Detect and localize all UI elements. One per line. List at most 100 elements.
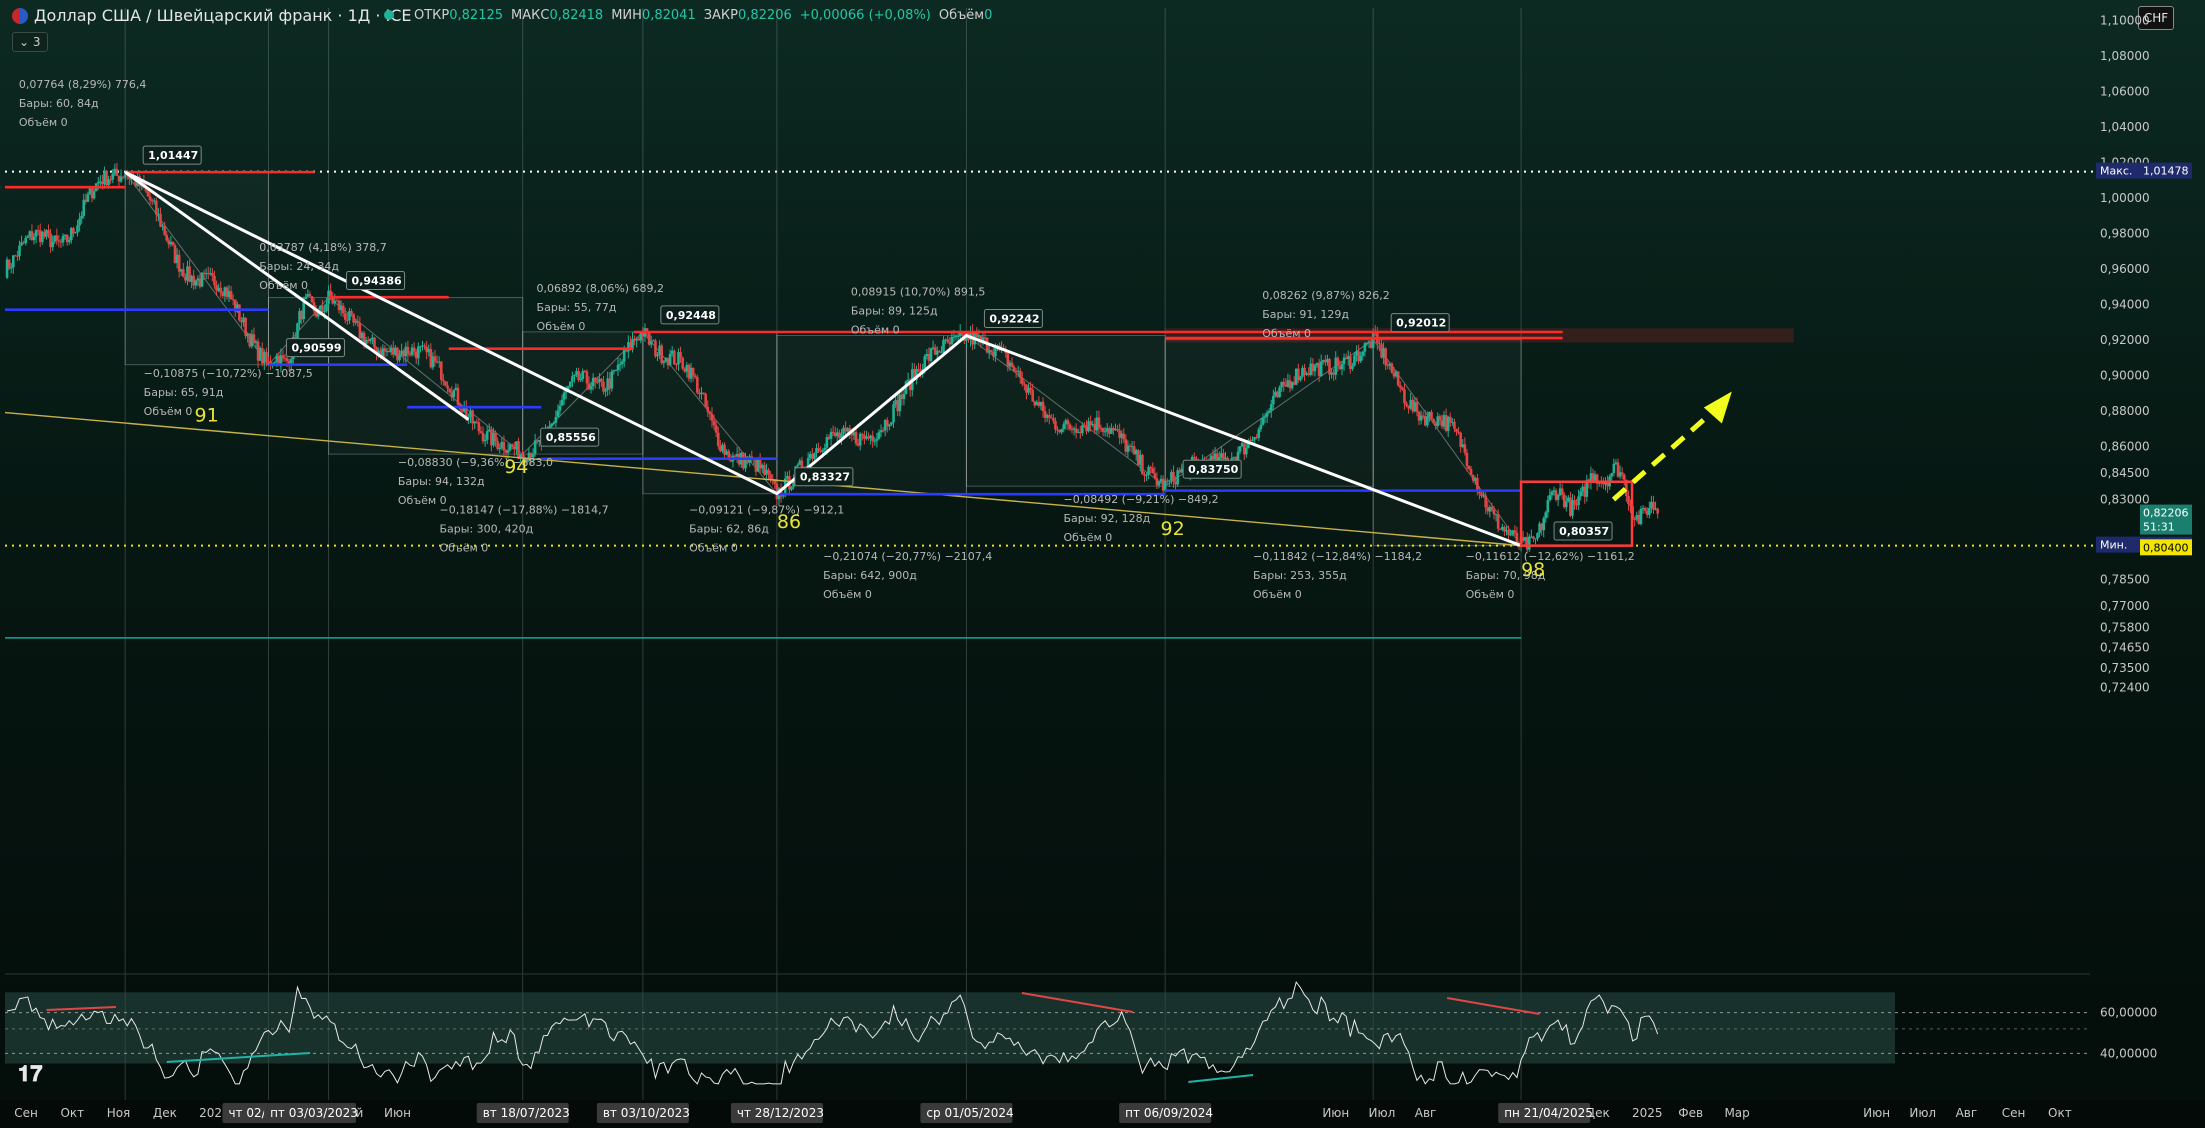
candle-body xyxy=(923,356,927,369)
candle-body xyxy=(510,444,514,447)
candle-body xyxy=(423,345,426,347)
candle-body xyxy=(577,371,580,381)
candle-body xyxy=(1467,466,1471,470)
candle-body xyxy=(1157,481,1161,486)
ohlc-key: МАКС xyxy=(511,8,550,23)
collapse-indicators-button[interactable]: ⌄ 3 xyxy=(12,32,48,52)
candle-body xyxy=(450,392,454,398)
candle-body xyxy=(1033,401,1037,406)
candle-body xyxy=(1614,462,1618,464)
candle-body xyxy=(269,361,272,365)
candle-body xyxy=(811,453,814,459)
candle-body xyxy=(744,457,747,469)
candle-body xyxy=(281,355,285,359)
candle-body xyxy=(1050,417,1053,419)
candle-body xyxy=(1031,389,1034,402)
candle-body xyxy=(977,335,981,338)
candle-body xyxy=(856,443,860,446)
candle-body xyxy=(573,374,576,377)
candle-body xyxy=(1124,439,1128,452)
y-axis-tick-label: 1,08000 xyxy=(2100,49,2150,63)
candle-body xyxy=(1465,452,1469,467)
candle-body xyxy=(429,348,433,368)
candle-body xyxy=(917,368,920,370)
candle-body xyxy=(254,341,258,343)
candle-body xyxy=(1461,444,1465,447)
symbol-title[interactable]: Доллар США / Швейцарский франк · 1Д · IC… xyxy=(34,6,412,25)
candle-body xyxy=(1498,528,1502,530)
candle-body xyxy=(773,479,777,484)
candle-body xyxy=(668,353,672,366)
measure-annotation-text: Бары: 60, 84д xyxy=(19,97,99,110)
candle-body xyxy=(527,452,531,461)
price-tag-box xyxy=(2140,162,2192,179)
y-axis-tick-label: 0,90000 xyxy=(2100,368,2150,382)
candle-body xyxy=(173,245,177,264)
candle-body xyxy=(57,240,61,242)
rsi-divergence-line xyxy=(166,1052,311,1063)
candle-body xyxy=(1265,412,1269,417)
date-badge-box xyxy=(264,1103,357,1123)
candle-body xyxy=(716,432,720,447)
candle-body xyxy=(1282,381,1286,386)
candle-body xyxy=(190,275,193,282)
y-axis-tick-label: 0,83000 xyxy=(2100,492,2150,506)
candle-body xyxy=(1118,430,1121,438)
candle-body xyxy=(1089,421,1092,426)
candle-body xyxy=(398,355,401,361)
candle-body xyxy=(446,385,449,389)
candle-body xyxy=(931,347,935,349)
candle-body xyxy=(1382,348,1385,358)
candle-body xyxy=(1091,424,1095,426)
candle-body xyxy=(1021,378,1024,384)
candle-body xyxy=(1507,530,1510,536)
candle-body xyxy=(1276,391,1279,398)
candle-body xyxy=(677,352,680,365)
pivot-label-box xyxy=(1553,521,1613,541)
candle-body xyxy=(1257,429,1261,438)
candle-body xyxy=(425,346,428,353)
candle-body xyxy=(1482,495,1485,497)
candle-body xyxy=(1168,480,1171,482)
candle-body xyxy=(225,287,229,298)
candle-body xyxy=(529,452,533,458)
candle-body xyxy=(840,433,843,438)
candle-body xyxy=(622,349,626,362)
measure-annotation-text: Объём 0 xyxy=(689,542,738,555)
candle-body xyxy=(1211,455,1215,460)
candle-body xyxy=(369,339,372,341)
candle-body xyxy=(833,432,837,437)
candle-body xyxy=(1488,506,1492,512)
candle-body xyxy=(635,338,638,341)
candle-body xyxy=(1388,363,1392,366)
ohlc-key: Объём xyxy=(938,8,985,23)
currency-button[interactable]: CHF xyxy=(2138,6,2174,30)
candle-body xyxy=(1369,341,1373,348)
candle-body xyxy=(1384,348,1387,366)
candle-body xyxy=(952,336,956,338)
candle-body xyxy=(1353,355,1356,366)
candle-body xyxy=(475,421,479,423)
candle-body xyxy=(298,311,301,324)
candle-body xyxy=(352,313,355,323)
candle-body xyxy=(1070,428,1074,430)
candle-body xyxy=(1534,538,1537,540)
candle-body xyxy=(779,488,783,497)
date-badge: пн 21/04/2025 xyxy=(1504,1106,1593,1120)
candle-body xyxy=(70,228,73,241)
pivot-label: 0,83327 xyxy=(800,471,850,484)
candle-body xyxy=(379,350,383,357)
candle-body xyxy=(1294,368,1298,385)
candle-body xyxy=(1525,537,1529,550)
candle-body xyxy=(614,369,618,371)
pivot-label-box xyxy=(794,467,854,487)
candle-body xyxy=(1311,363,1315,372)
x-axis-tick-label: Авг xyxy=(1415,1106,1437,1120)
candle-body xyxy=(184,276,187,281)
pivot-label-box xyxy=(346,270,406,290)
candle-body xyxy=(360,332,364,339)
measure-annotation-text: Бары: 55, 77д xyxy=(537,301,617,314)
x-axis-tick-label: Ноя xyxy=(107,1106,131,1120)
candle-body xyxy=(1544,512,1548,519)
